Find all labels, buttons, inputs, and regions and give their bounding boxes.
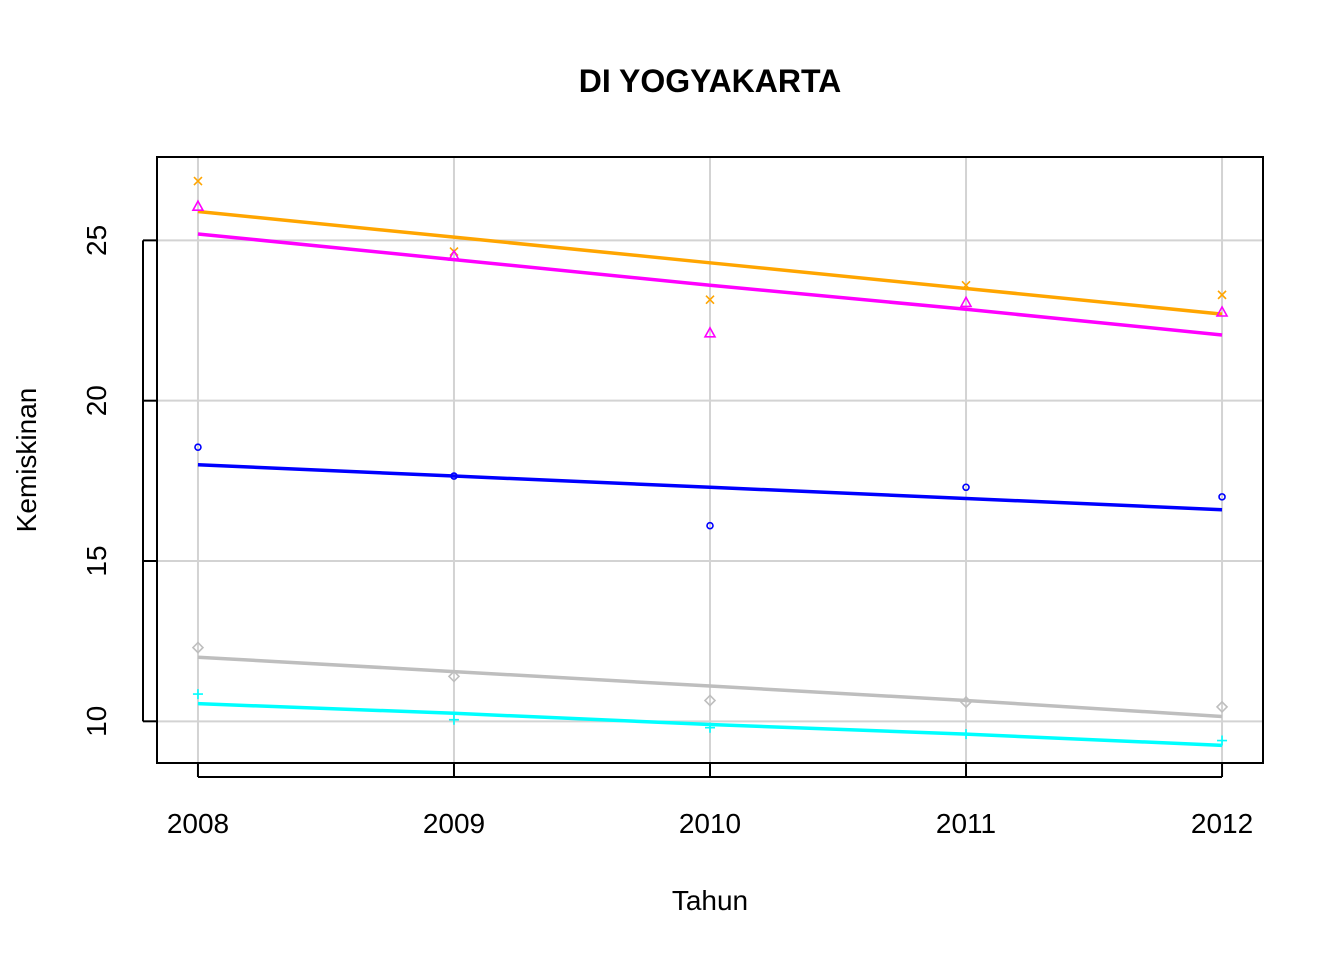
data-point	[192, 689, 203, 700]
data-point	[448, 714, 459, 725]
x-axis: 2008 2009 2010 2011 2012	[167, 763, 1253, 839]
data-point	[1218, 493, 1226, 501]
trend-line-3	[197, 655, 1223, 719]
x-axis-label: Tahun	[672, 885, 748, 916]
series-points-4	[192, 689, 1228, 746]
data-point	[703, 326, 717, 338]
data-point	[959, 695, 973, 709]
data-point	[961, 729, 972, 740]
data-point	[1215, 305, 1229, 317]
y-tick-label: 25	[81, 225, 112, 256]
data-point	[450, 472, 458, 480]
y-tick-label: 10	[81, 706, 112, 737]
x-tick-label: 2010	[679, 808, 741, 839]
data-point	[191, 199, 205, 211]
x-tick-label: 2011	[936, 808, 996, 839]
data-points	[191, 176, 1229, 746]
x-tick-label: 2009	[423, 808, 485, 839]
data-point	[194, 443, 202, 451]
data-point	[705, 295, 715, 305]
x-tick-label: 2008	[167, 808, 229, 839]
data-point	[193, 176, 203, 186]
trend-line-2	[197, 463, 1223, 512]
series-points-2	[194, 443, 1226, 530]
data-point	[706, 521, 714, 530]
data-point	[703, 694, 717, 707]
y-axis-label: Kemiskinan	[11, 388, 42, 533]
trend-line-1	[197, 232, 1223, 337]
data-point	[1215, 700, 1229, 714]
y-axis: 10 15 20 25	[81, 225, 157, 737]
data-point	[1217, 735, 1228, 746]
y-tick-label: 15	[81, 545, 112, 576]
data-point	[191, 641, 205, 654]
data-point	[962, 483, 970, 492]
x-tick-label: 2012	[1191, 808, 1253, 839]
trend-line-0	[197, 209, 1223, 316]
series-points-3	[191, 641, 1229, 714]
data-point	[447, 249, 461, 261]
data-point	[961, 280, 971, 290]
series-points-1	[191, 199, 1229, 338]
data-point	[959, 295, 973, 308]
data-point	[705, 722, 715, 733]
data-point	[447, 670, 461, 683]
data-point	[1217, 290, 1227, 300]
y-tick-label: 20	[81, 385, 112, 416]
chart-title: DI YOGYAKARTA	[579, 63, 842, 99]
